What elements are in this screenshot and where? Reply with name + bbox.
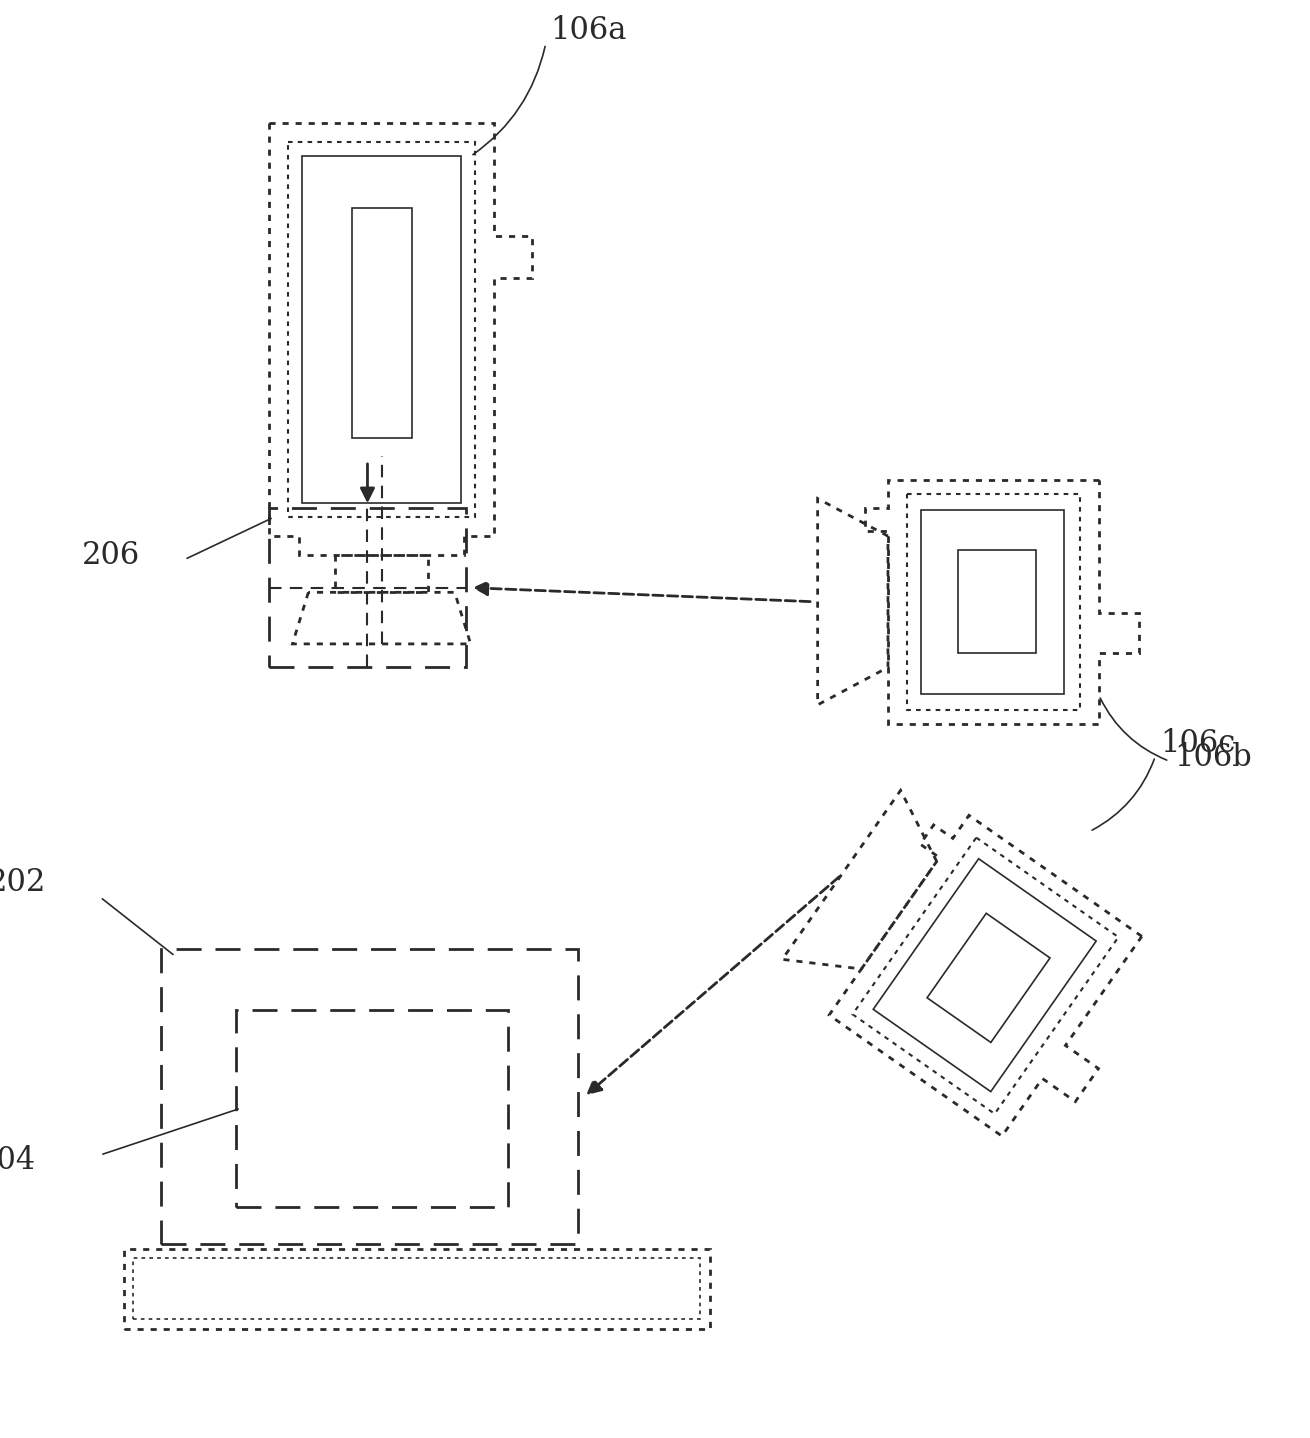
Text: 202: 202 bbox=[0, 867, 46, 897]
Text: 204: 204 bbox=[0, 1145, 37, 1176]
Text: 106b: 106b bbox=[1174, 742, 1252, 772]
Text: 106c: 106c bbox=[1159, 728, 1235, 759]
Text: 106a: 106a bbox=[550, 14, 626, 46]
Text: 206: 206 bbox=[81, 541, 140, 571]
